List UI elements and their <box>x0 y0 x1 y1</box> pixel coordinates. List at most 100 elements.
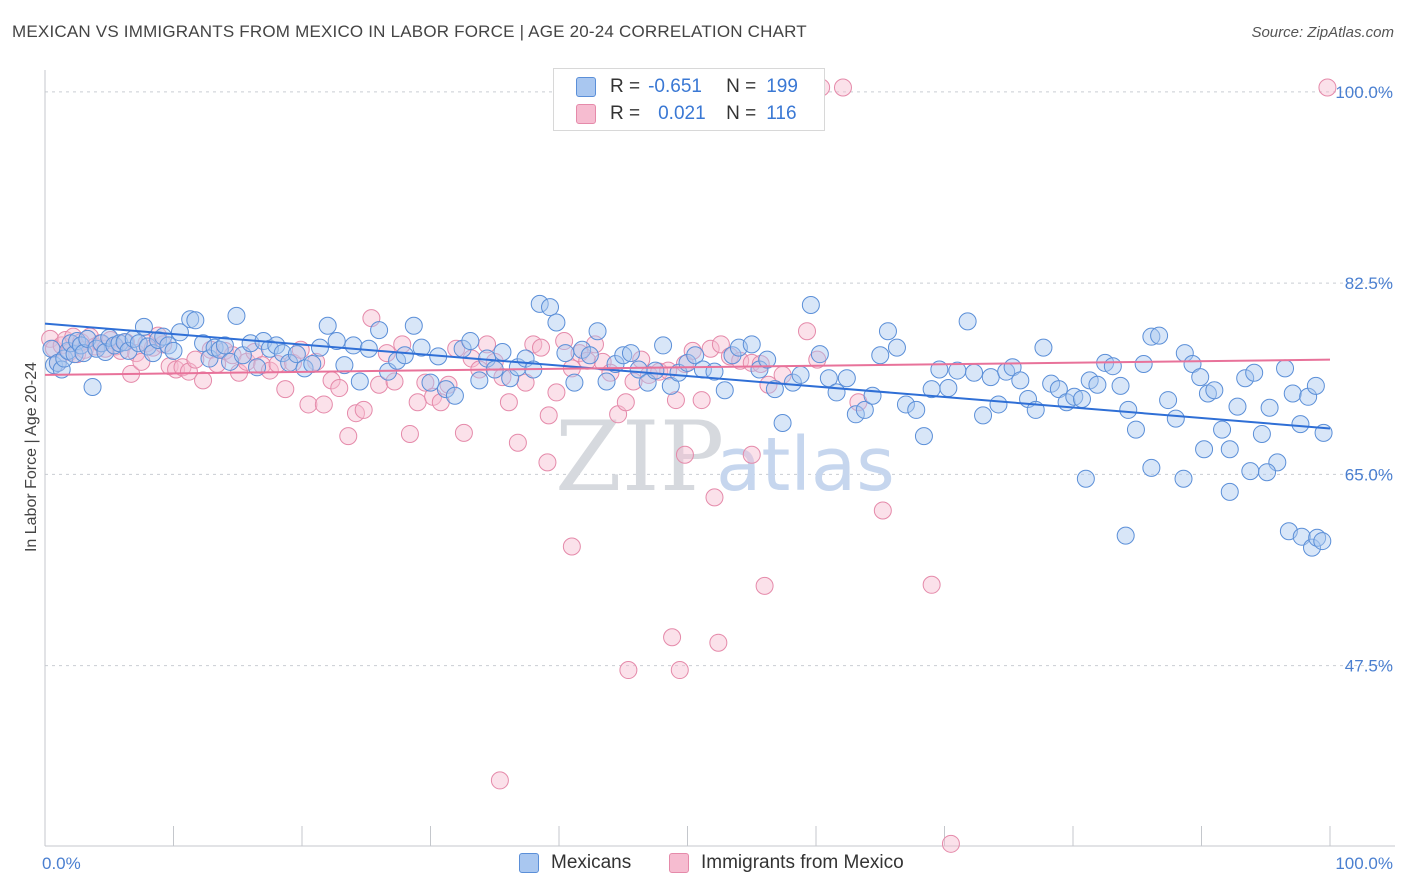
trend-line-blue <box>44 322 1331 430</box>
data-point <box>344 336 363 355</box>
data-point <box>1159 391 1178 410</box>
data-point <box>810 345 829 364</box>
data-point <box>83 377 102 396</box>
trend-lines <box>44 322 1331 430</box>
data-point <box>705 488 724 507</box>
data-point <box>1166 409 1185 428</box>
axes <box>44 70 1395 847</box>
data-point <box>194 371 213 390</box>
data-point <box>78 329 97 348</box>
data-point <box>715 381 734 400</box>
data-point <box>532 338 551 357</box>
data-point <box>556 344 575 363</box>
data-point <box>194 334 213 353</box>
data-point <box>1220 482 1239 501</box>
x-tick-label: 100.0% <box>1335 854 1393 873</box>
data-point <box>1065 387 1084 406</box>
data-point <box>614 346 633 365</box>
data-point <box>709 633 728 652</box>
data-point <box>974 406 993 425</box>
tick-labels: 47.5% 65.0% 82.5% 100.0% 0.0% 100.0% <box>42 83 1393 873</box>
data-point <box>276 380 295 399</box>
stats-row-mexicans: R = -0.651 N = 199 <box>576 75 798 99</box>
data-point <box>1072 389 1091 408</box>
data-point <box>1260 398 1279 417</box>
data-point <box>1283 384 1302 403</box>
data-point <box>669 363 688 382</box>
data-point <box>654 336 673 355</box>
data-point <box>965 363 984 382</box>
data-point <box>1126 420 1145 439</box>
data-point <box>1195 440 1214 459</box>
data-point <box>827 383 846 402</box>
data-point <box>370 375 389 394</box>
data-point <box>538 453 557 472</box>
data-point <box>541 298 560 317</box>
data-point <box>783 373 802 392</box>
legend-swatch-pink <box>669 853 689 873</box>
data-point <box>539 406 558 425</box>
data-point <box>742 445 761 464</box>
data-point <box>619 661 638 680</box>
data-point <box>791 365 810 384</box>
data-point <box>580 346 599 365</box>
data-point <box>873 501 892 520</box>
data-point <box>887 338 906 357</box>
data-point <box>958 312 977 331</box>
data-point <box>939 379 958 398</box>
data-point <box>1088 375 1107 394</box>
legend-item-immigrants: Immigrants from Mexico <box>669 852 904 874</box>
data-point <box>110 334 129 353</box>
data-point <box>1111 376 1130 395</box>
watermark-zip: ZIP <box>555 401 724 513</box>
data-point <box>370 321 389 340</box>
n-label: N = <box>726 103 757 124</box>
data-point <box>711 335 730 354</box>
r-value: -0.651 <box>648 76 702 97</box>
data-point <box>508 433 527 452</box>
data-point <box>1116 526 1135 545</box>
data-point <box>692 391 711 410</box>
data-point <box>1150 326 1169 345</box>
data-point <box>547 383 566 402</box>
data-point <box>597 372 616 391</box>
data-point <box>758 350 777 369</box>
data-point <box>327 332 346 351</box>
data-point <box>159 336 178 355</box>
data-point <box>1142 458 1161 477</box>
data-point <box>773 414 792 433</box>
y-tick-label: 65.0% <box>1345 465 1393 484</box>
data-point <box>215 336 234 355</box>
data-point <box>530 294 549 313</box>
data-point <box>1103 357 1122 376</box>
data-point <box>646 361 665 380</box>
source-credit: Source: ZipAtlas.com <box>1251 24 1394 41</box>
data-point <box>186 311 205 330</box>
data-point <box>621 344 640 363</box>
data-point <box>412 338 431 357</box>
data-point <box>1291 415 1310 434</box>
n-value: 116 <box>766 103 797 124</box>
data-point <box>1308 528 1327 547</box>
data-point <box>119 341 138 360</box>
data-point <box>339 427 358 446</box>
data-point <box>335 356 354 375</box>
legend-swatch-blue <box>519 853 539 873</box>
data-point <box>170 323 189 342</box>
data-point <box>701 339 720 358</box>
data-point <box>907 400 926 419</box>
data-point <box>742 335 761 354</box>
r-label: R = <box>610 103 641 124</box>
data-point <box>314 395 333 414</box>
data-point <box>454 423 473 442</box>
data-point <box>896 395 915 414</box>
data-point <box>96 342 115 361</box>
data-point <box>310 338 329 357</box>
data-point <box>675 445 694 464</box>
data-point <box>416 373 435 392</box>
data-point <box>1119 400 1138 419</box>
trend-line-pink <box>44 358 1331 376</box>
legend-swatch-blue <box>576 77 596 97</box>
data-point <box>1303 538 1322 557</box>
data-point <box>1258 463 1277 482</box>
